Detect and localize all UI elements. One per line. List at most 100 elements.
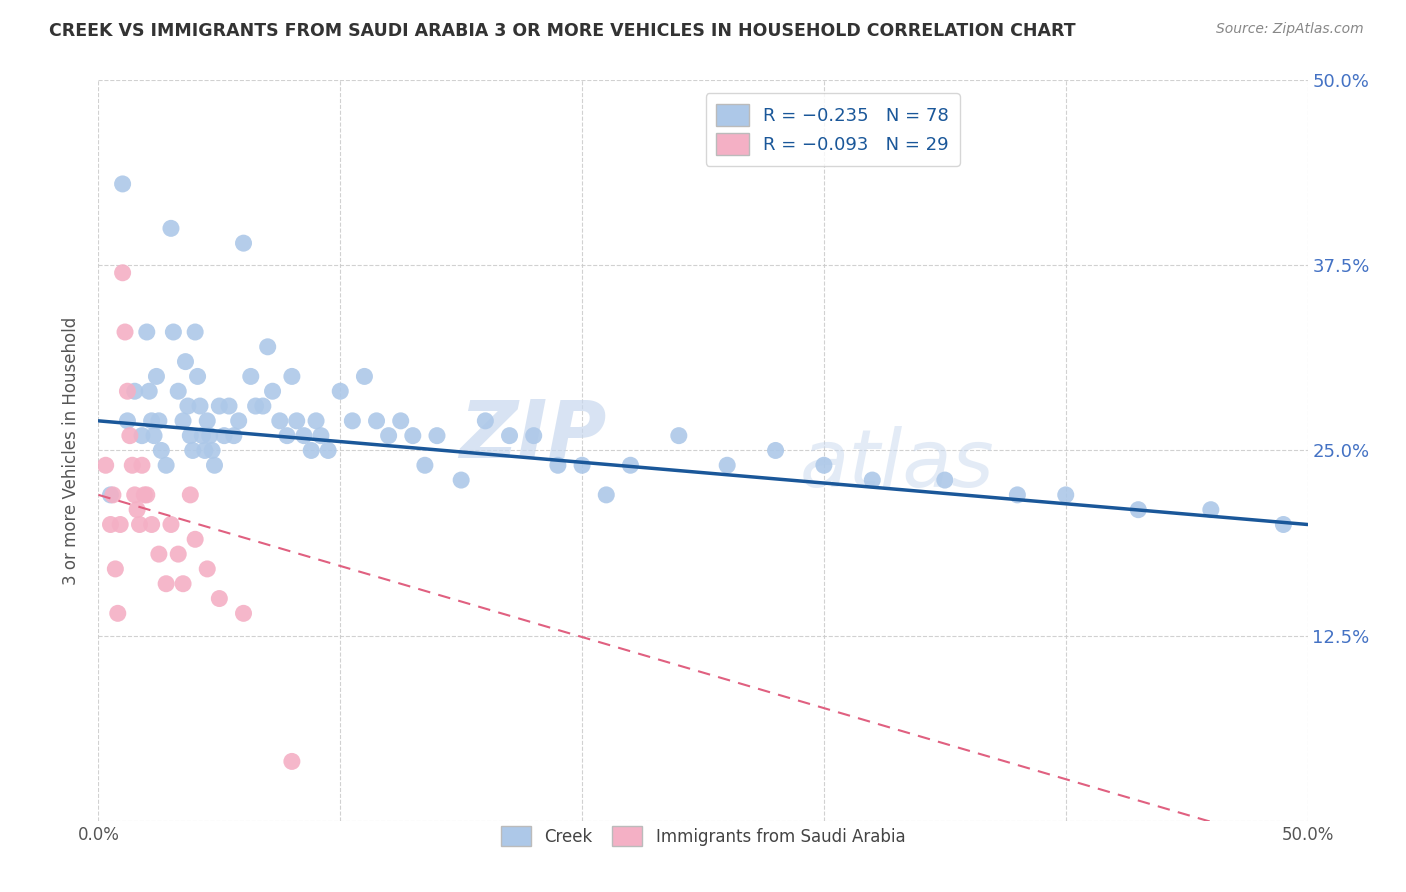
- Point: [94, 458, 117, 473]
- Point: [150, 443, 173, 458]
- Point: [668, 428, 690, 442]
- Point: [172, 576, 194, 591]
- Point: [571, 458, 593, 473]
- Point: [167, 384, 190, 399]
- Point: [188, 399, 211, 413]
- Point: [276, 428, 298, 442]
- Point: [148, 547, 170, 561]
- Point: [342, 414, 364, 428]
- Point: [232, 607, 254, 621]
- Point: [285, 414, 308, 428]
- Point: [135, 325, 157, 339]
- Point: [208, 399, 231, 413]
- Point: [232, 236, 254, 251]
- Point: [366, 414, 388, 428]
- Point: [135, 488, 157, 502]
- Point: [1199, 502, 1222, 516]
- Point: [389, 414, 412, 428]
- Point: [117, 414, 139, 428]
- Point: [160, 517, 183, 532]
- Point: [262, 384, 284, 399]
- Point: [191, 428, 214, 442]
- Text: ZIP: ZIP: [458, 397, 606, 475]
- Point: [101, 488, 124, 502]
- Point: [619, 458, 641, 473]
- Point: [184, 533, 207, 547]
- Point: [1007, 488, 1029, 502]
- Point: [174, 354, 197, 368]
- Point: [121, 458, 143, 473]
- Point: [413, 458, 436, 473]
- Point: [450, 473, 472, 487]
- Point: [860, 473, 883, 487]
- Point: [305, 414, 328, 428]
- Point: [127, 502, 149, 516]
- Point: [111, 177, 134, 191]
- Point: [124, 384, 146, 399]
- Point: [547, 458, 569, 473]
- Point: [252, 399, 274, 413]
- Point: [160, 221, 183, 235]
- Point: [523, 428, 546, 442]
- Point: [104, 562, 127, 576]
- Point: [177, 399, 200, 413]
- Point: [167, 547, 190, 561]
- Point: [118, 428, 141, 442]
- Point: [309, 428, 332, 442]
- Point: [172, 414, 194, 428]
- Legend: Creek, Immigrants from Saudi Arabia: Creek, Immigrants from Saudi Arabia: [494, 820, 912, 853]
- Point: [198, 428, 221, 442]
- Point: [162, 325, 184, 339]
- Point: [292, 428, 315, 442]
- Point: [329, 384, 352, 399]
- Point: [208, 591, 231, 606]
- Point: [145, 369, 167, 384]
- Point: [194, 443, 217, 458]
- Point: [256, 340, 278, 354]
- Point: [245, 399, 267, 413]
- Point: [212, 428, 235, 442]
- Point: [377, 428, 399, 442]
- Point: [111, 266, 134, 280]
- Point: [269, 414, 291, 428]
- Point: [107, 607, 129, 621]
- Point: [218, 399, 240, 413]
- Point: [402, 428, 425, 442]
- Point: [184, 325, 207, 339]
- Point: [474, 414, 496, 428]
- Point: [181, 443, 204, 458]
- Point: [222, 428, 245, 442]
- Point: [141, 414, 163, 428]
- Point: [934, 473, 956, 487]
- Point: [281, 369, 304, 384]
- Point: [131, 428, 153, 442]
- Point: [426, 428, 449, 442]
- Point: [141, 517, 163, 532]
- Point: [239, 369, 262, 384]
- Point: [204, 458, 226, 473]
- Point: [179, 428, 201, 442]
- Point: [114, 325, 136, 339]
- Point: [179, 488, 201, 502]
- Point: [155, 458, 177, 473]
- Point: [316, 443, 339, 458]
- Point: [1128, 502, 1150, 516]
- Point: [155, 576, 177, 591]
- Point: [1272, 517, 1295, 532]
- Point: [117, 384, 139, 399]
- Point: [281, 755, 304, 769]
- Point: [134, 488, 156, 502]
- Point: [131, 458, 153, 473]
- Text: Source: ZipAtlas.com: Source: ZipAtlas.com: [1216, 22, 1364, 37]
- Y-axis label: 3 or more Vehicles in Household: 3 or more Vehicles in Household: [62, 317, 80, 584]
- Point: [187, 369, 209, 384]
- Point: [353, 369, 375, 384]
- Point: [100, 488, 122, 502]
- Point: [143, 428, 166, 442]
- Text: CREEK VS IMMIGRANTS FROM SAUDI ARABIA 3 OR MORE VEHICLES IN HOUSEHOLD CORRELATIO: CREEK VS IMMIGRANTS FROM SAUDI ARABIA 3 …: [49, 22, 1076, 40]
- Point: [201, 443, 224, 458]
- Point: [108, 517, 131, 532]
- Point: [813, 458, 835, 473]
- Text: atlas: atlas: [800, 426, 994, 504]
- Point: [100, 517, 122, 532]
